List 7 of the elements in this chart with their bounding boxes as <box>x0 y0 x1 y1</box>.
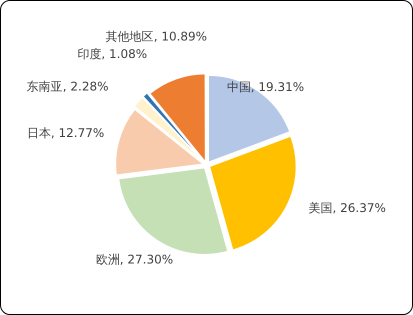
slice-label: 日本, 12.77% <box>26 126 104 140</box>
slice-label: 中国, 19.31% <box>226 80 304 94</box>
slice-label: 欧洲, 27.30% <box>96 252 174 267</box>
slice-label: 其他地区, 10.89% <box>106 29 208 44</box>
slice-label: 东南亚, 2.28% <box>26 79 108 94</box>
slice-label: 印度, 1.08% <box>77 46 148 61</box>
slice-label: 美国, 26.37% <box>308 201 386 216</box>
